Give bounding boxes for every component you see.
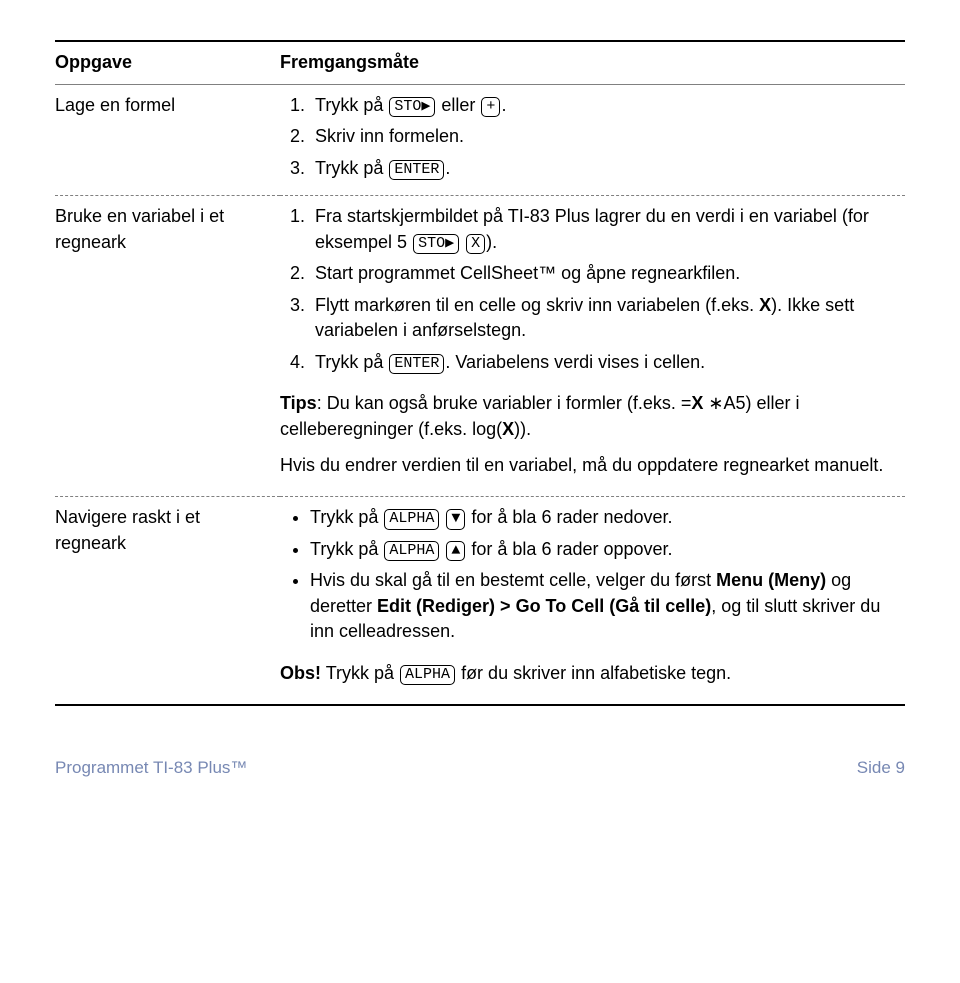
bullet-item: Trykk på ALPHA ▲ for å bla 6 rader oppov… (310, 537, 895, 569)
key-down: ▼ (446, 509, 465, 530)
key-sto: STO▶ (389, 97, 435, 118)
bullet-item: Trykk på ALPHA ▼ for å bla 6 rader nedov… (310, 505, 895, 537)
step-list: Trykk på STO▶ eller +. Skriv inn formele… (280, 93, 895, 188)
step-item: Trykk på ENTER. (310, 156, 895, 188)
task-label: Lage en formel (55, 84, 280, 196)
step-list: Fra startskjermbildet på TI-83 Plus lagr… (280, 204, 895, 381)
step-item: Skriv inn formelen. (310, 124, 895, 156)
tip-text: Tips: Du kan også bruke variabler i form… (280, 391, 895, 442)
step-item: Flytt markøren til en celle og skriv inn… (310, 293, 895, 350)
footer-right: Side 9 (857, 756, 905, 780)
key-up: ▲ (446, 541, 465, 562)
key-x: X (466, 234, 485, 255)
step-item: Start programmet CellSheet™ og åpne regn… (310, 261, 895, 293)
key-alpha: ALPHA (384, 509, 439, 530)
header-task: Oppgave (55, 41, 280, 84)
task-label: Navigere raskt i et regneark (55, 497, 280, 706)
key-alpha: ALPHA (384, 541, 439, 562)
instruction-table: Oppgave Fremgangsmåte Lage en formel Try… (55, 40, 905, 706)
footer-left: Programmet TI-83 Plus™ (55, 756, 247, 780)
step-item: Fra startskjermbildet på TI-83 Plus lagr… (310, 204, 895, 261)
key-plus: + (481, 97, 500, 118)
task-steps: Trykk på ALPHA ▼ for å bla 6 rader nedov… (280, 497, 905, 706)
page-footer: Programmet TI-83 Plus™ Side 9 (55, 756, 905, 780)
bullet-item: Hvis du skal gå til en bestemt celle, ve… (310, 568, 895, 651)
task-steps: Fra startskjermbildet på TI-83 Plus lagr… (280, 196, 905, 497)
header-method: Fremgangsmåte (280, 41, 905, 84)
key-enter: ENTER (389, 354, 444, 375)
step-item: Trykk på ENTER. Variabelens verdi vises … (310, 350, 895, 382)
step-item: Trykk på STO▶ eller +. (310, 93, 895, 125)
note-text: Hvis du endrer verdien til en variabel, … (280, 453, 895, 479)
key-enter: ENTER (389, 160, 444, 181)
bullet-list: Trykk på ALPHA ▼ for å bla 6 rader nedov… (280, 505, 895, 651)
task-label: Bruke en variabel i et regneark (55, 196, 280, 497)
key-sto: STO▶ (413, 234, 459, 255)
obs-text: Obs! Trykk på ALPHA før du skriver inn a… (280, 661, 895, 687)
task-steps: Trykk på STO▶ eller +. Skriv inn formele… (280, 84, 905, 196)
key-alpha: ALPHA (400, 665, 455, 686)
